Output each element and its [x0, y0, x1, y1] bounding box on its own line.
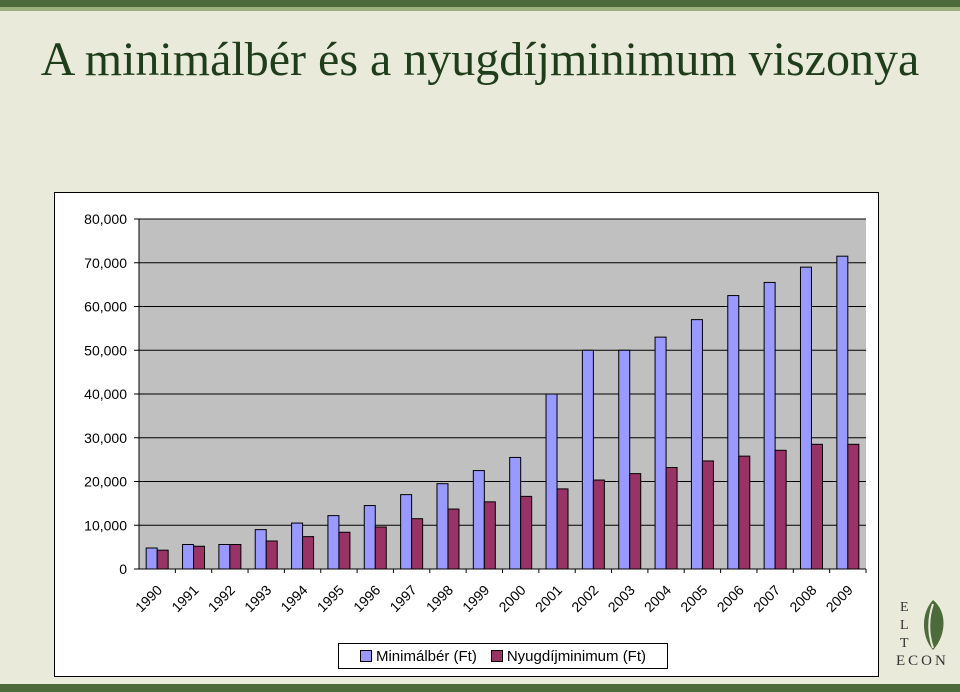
bar-nyugdijminimum — [847, 443, 860, 570]
bar-nyugdijminimum — [156, 549, 169, 570]
bar-minimalber — [727, 295, 740, 570]
y-tick-label: 0 — [119, 561, 127, 577]
x-tick-label: 2002 — [568, 582, 601, 615]
bar-minimalber — [363, 505, 376, 570]
bar-nyugdijminimum — [483, 501, 496, 570]
legend-item-nyugdijminimum: Nyugdíjminimum (Ft) — [490, 647, 647, 665]
y-tick-label: 80,000 — [84, 211, 127, 227]
x-tick-label: 2004 — [641, 582, 674, 615]
x-tick-label: 1994 — [277, 582, 310, 615]
y-tick-label: 70,000 — [84, 255, 127, 271]
slide-title: A minimálbér és a nyugdíjminimum viszony… — [40, 33, 920, 86]
y-tick-label: 30,000 — [84, 430, 127, 446]
top-decorative-stripe — [0, 7, 960, 11]
bar-minimalber — [545, 393, 558, 570]
x-tick-label: 1993 — [241, 582, 274, 615]
bar-nyugdijminimum — [302, 536, 315, 570]
x-tick-label: 1995 — [314, 582, 347, 615]
bar-nyugdijminimum — [738, 455, 751, 570]
top-decorative-band — [0, 0, 960, 7]
bar-minimalber — [763, 281, 776, 570]
y-tick-label: 20,000 — [84, 474, 127, 490]
x-tick-label: 1998 — [423, 582, 456, 615]
elte-econ-logo: E L T ECON — [896, 596, 956, 672]
x-tick-label: 2001 — [532, 582, 565, 615]
y-tick-label: 50,000 — [84, 342, 127, 358]
bar-minimalber — [654, 336, 667, 570]
bottom-decorative-band — [0, 684, 960, 692]
x-tick-label: 2008 — [786, 582, 819, 615]
bar-minimalber — [182, 544, 195, 570]
legend-label-nyugdijminimum: Nyugdíjminimum (Ft) — [506, 647, 647, 665]
bar-minimalber — [509, 456, 522, 570]
logo-letter-t: T — [900, 636, 909, 651]
bar-minimalber — [618, 349, 631, 570]
logo-letter-l: L — [900, 618, 909, 633]
legend-label-minimalber: Minimálbér (Ft) — [375, 647, 477, 665]
bar-nyugdijminimum — [592, 479, 605, 570]
bar-minimalber — [145, 547, 158, 570]
bar-minimalber — [690, 319, 703, 570]
bar-nyugdijminimum — [556, 488, 569, 570]
x-tick-label: 1999 — [459, 582, 492, 615]
x-tick-label: 1990 — [132, 582, 165, 615]
bar-minimalber — [254, 529, 267, 570]
bar-chart: 0 10,000 20,000 30,000 40,000 50,000 60,000 70,… — [84, 211, 867, 615]
bar-nyugdijminimum — [774, 449, 787, 570]
bar-nyugdijminimum — [629, 473, 642, 570]
x-tick-label: 2007 — [750, 582, 783, 615]
x-tick-label: 1991 — [168, 582, 201, 615]
y-tick-label: 60,000 — [84, 299, 127, 315]
logo-econ-text: ECON — [896, 653, 949, 669]
bar-minimalber — [400, 494, 413, 570]
chart-legend: Minimálbér (Ft) Nyugdíjminimum (Ft) — [338, 643, 668, 669]
legend-swatch-nyugdijminimum — [490, 650, 503, 662]
bar-nyugdijminimum — [701, 460, 714, 570]
bar-nyugdijminimum — [265, 540, 278, 570]
bar-minimalber — [218, 544, 231, 570]
x-tick-label: 2009 — [823, 582, 856, 615]
x-tick-label: 2000 — [495, 582, 528, 615]
logo-letter-e: E — [900, 600, 909, 615]
bar-nyugdijminimum — [193, 545, 206, 570]
bar-minimalber — [436, 483, 449, 570]
x-tick-label: 1997 — [386, 582, 419, 615]
chart-area: 0 10,000 20,000 30,000 40,000 50,000 60,000 70,… — [54, 192, 879, 677]
bar-nyugdijminimum — [374, 526, 387, 570]
y-tick-label: 10,000 — [84, 517, 127, 533]
bar-nyugdijminimum — [229, 544, 242, 570]
bar-minimalber — [581, 349, 594, 570]
legend-swatch-minimalber — [359, 650, 372, 662]
x-tick-label: 1996 — [350, 582, 383, 615]
y-tick-label: 40,000 — [84, 386, 127, 402]
bar-minimalber — [836, 255, 849, 570]
legend-item-minimalber: Minimálbér (Ft) — [359, 647, 477, 665]
bar-minimalber — [327, 515, 340, 570]
bar-nyugdijminimum — [810, 443, 823, 570]
x-tick-label: 1992 — [205, 582, 238, 615]
bar-minimalber — [291, 522, 304, 570]
bar-nyugdijminimum — [520, 495, 533, 570]
leaf-icon — [923, 600, 944, 650]
x-tick-label: 2005 — [677, 582, 710, 615]
x-tick-label: 2006 — [714, 582, 747, 615]
bar-nyugdijminimum — [338, 531, 351, 570]
bar-nyugdijminimum — [411, 518, 424, 570]
x-tick-label: 2003 — [605, 582, 638, 615]
bar-minimalber — [472, 470, 485, 570]
bar-minimalber — [799, 266, 812, 570]
bar-nyugdijminimum — [665, 467, 678, 570]
bar-nyugdijminimum — [447, 508, 460, 570]
